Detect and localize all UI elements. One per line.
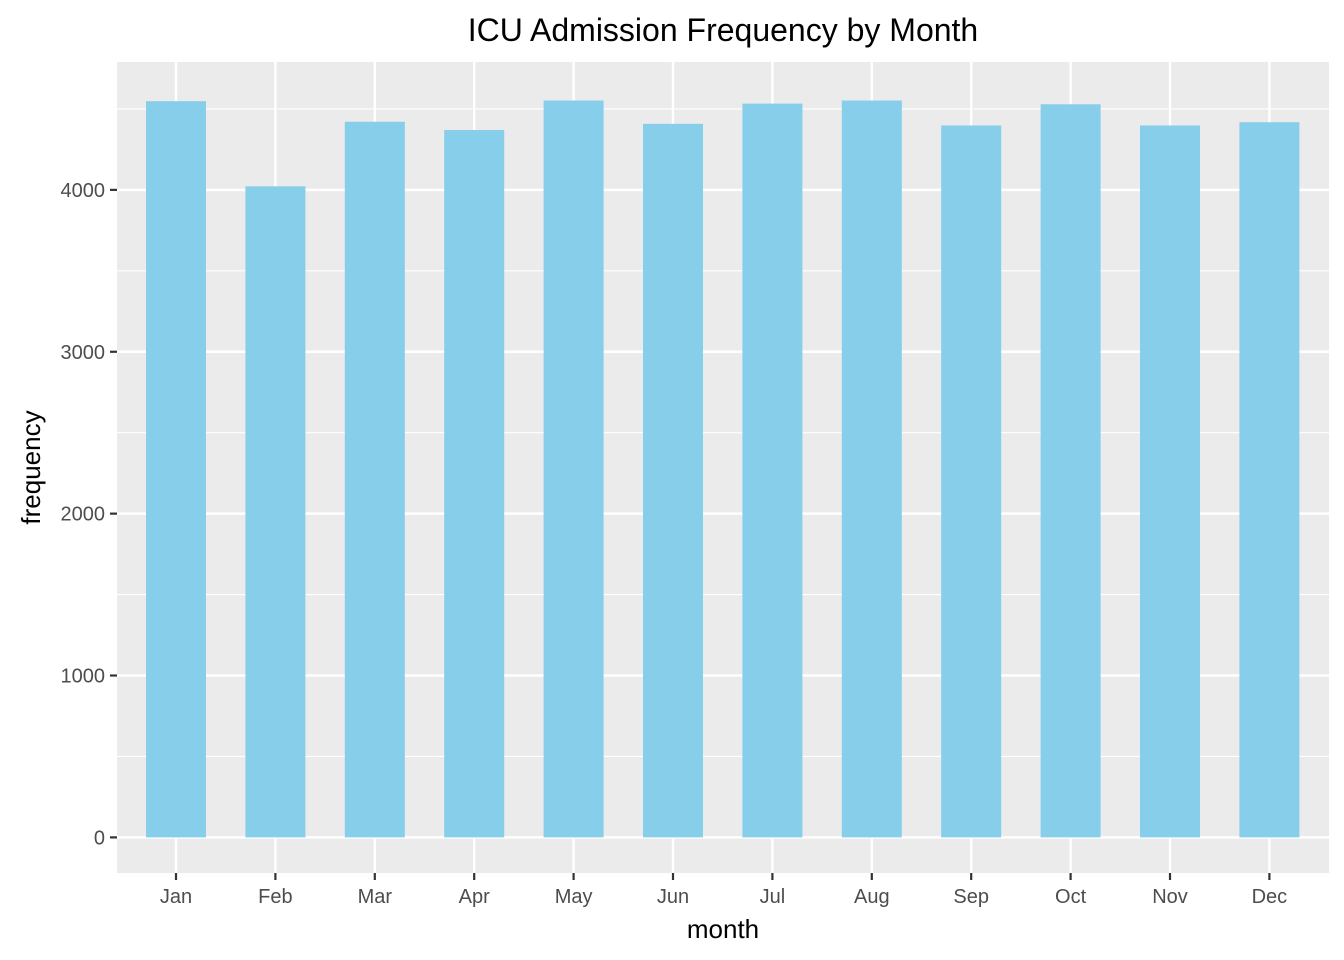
bar-nov xyxy=(1140,125,1200,838)
plot-panel xyxy=(117,62,1329,873)
x-tick-label: Jul xyxy=(760,886,786,908)
bar-jul xyxy=(742,103,803,838)
bar-series xyxy=(146,100,1300,838)
x-tick-label: Jan xyxy=(160,886,192,908)
x-tick-label: Oct xyxy=(1055,886,1087,908)
bar-mar xyxy=(344,121,405,838)
bar-sep xyxy=(941,125,1002,838)
x-axis: Jan Feb Mar Apr May Jun Jul Aug Sep Oct Nov Dec xyxy=(160,873,1287,908)
y-tick-label: 0 xyxy=(94,827,105,849)
y-tick-label: 2000 xyxy=(61,504,106,526)
y-tick-label: 3000 xyxy=(61,342,106,364)
bar-aug xyxy=(841,100,902,838)
bar-dec xyxy=(1239,122,1300,838)
x-tick-label: Jun xyxy=(657,886,689,908)
x-axis-title: month xyxy=(687,914,759,944)
x-tick-label: Feb xyxy=(258,886,292,908)
bar-may xyxy=(543,100,604,838)
x-tick-label: Dec xyxy=(1252,886,1288,908)
bar-jun xyxy=(643,123,703,838)
minor-gridlines xyxy=(117,108,1329,758)
chart-title: ICU Admission Frequency by Month xyxy=(468,12,978,48)
bar-jan xyxy=(146,101,206,838)
x-tick-label: Apr xyxy=(459,886,490,908)
x-tick-label: Nov xyxy=(1152,886,1188,908)
x-tick-label: Mar xyxy=(358,886,393,908)
x-tick-label: Sep xyxy=(953,886,989,908)
y-axis: 0 1000 2000 3000 4000 xyxy=(61,180,117,849)
y-tick-label: 4000 xyxy=(61,180,106,202)
y-tick-label: 1000 xyxy=(61,666,106,688)
x-tick-label: May xyxy=(555,886,593,908)
bar-apr xyxy=(444,129,505,838)
bar-oct xyxy=(1040,104,1101,838)
y-axis-title: frequency xyxy=(16,410,46,524)
x-tick-label: Aug xyxy=(854,886,890,908)
bar-feb xyxy=(245,186,306,838)
